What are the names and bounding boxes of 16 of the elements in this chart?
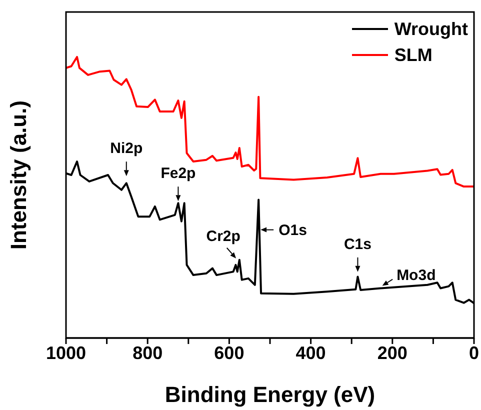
x-tick-label: 600 [214,342,244,363]
annotation: C1s [344,236,372,253]
x-tick-label: 800 [132,342,163,363]
legend-label: Wrought [394,18,468,41]
x-tick-label: 400 [296,342,326,363]
y-axis-title: Intensity (a.u.) [6,100,31,250]
legend-label: SLM [394,44,432,67]
annotation: O1s [278,222,307,239]
annotation: Cr2p [206,228,240,245]
x-axis-title: Binding Energy (eV) [164,382,376,407]
x-tick-label: 200 [377,342,408,363]
x-tick-label: 1000 [46,342,86,363]
annotation: Ni2p [110,140,143,158]
annotation: Mo3d [396,266,436,284]
annotation: Fe2p [160,165,196,182]
x-tick-label: 0 [468,342,480,363]
